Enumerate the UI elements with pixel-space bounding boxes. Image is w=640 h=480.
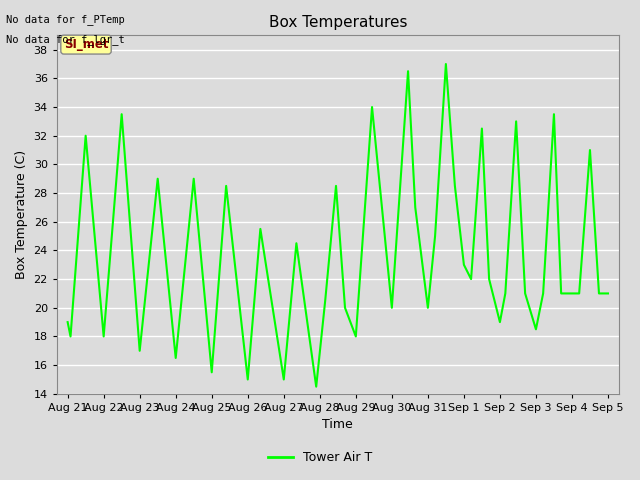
- Text: No data for f_lgr_t: No data for f_lgr_t: [6, 34, 125, 45]
- Legend: Tower Air T: Tower Air T: [263, 446, 377, 469]
- Title: Box Temperatures: Box Temperatures: [269, 15, 407, 30]
- X-axis label: Time: Time: [323, 419, 353, 432]
- Y-axis label: Box Temperature (C): Box Temperature (C): [15, 150, 28, 279]
- Text: No data for f_PTemp: No data for f_PTemp: [6, 14, 125, 25]
- Text: SI_met: SI_met: [64, 38, 108, 51]
